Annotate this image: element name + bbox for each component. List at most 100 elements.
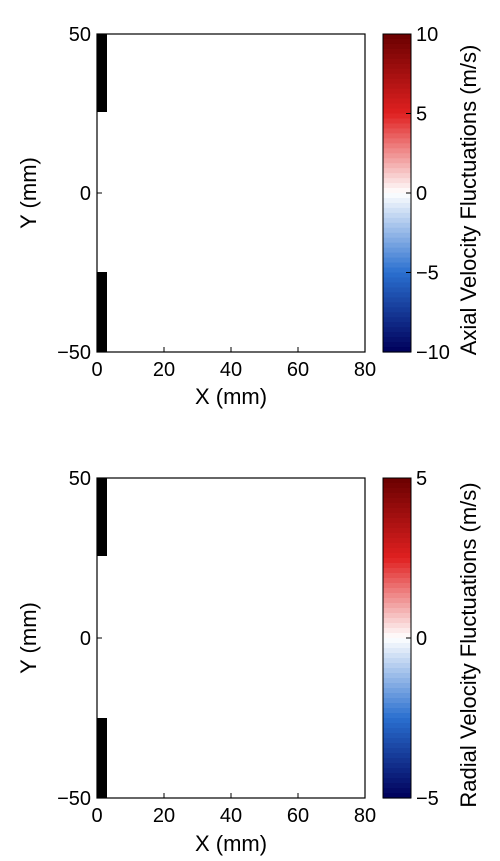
colorbar-swatch bbox=[383, 488, 411, 494]
colorbar-swatch bbox=[383, 558, 411, 564]
colorbar-swatch bbox=[383, 628, 411, 634]
colorbar-swatch bbox=[383, 758, 411, 764]
colorbar-swatch bbox=[383, 317, 411, 323]
colorbar-swatch bbox=[383, 128, 411, 134]
colorbar-swatch bbox=[383, 83, 411, 90]
colorbar-swatch bbox=[383, 713, 411, 719]
colorbar-swatch bbox=[383, 158, 411, 164]
colorbar-swatch bbox=[383, 518, 411, 524]
colorbar-label-radial: Radial Velocity Fluctuations (m/s) bbox=[456, 482, 481, 807]
colorbar-swatch bbox=[383, 307, 411, 313]
axes-frame-axial bbox=[96, 33, 366, 353]
colorbar-swatch bbox=[383, 613, 411, 619]
axes-frame-radial bbox=[96, 477, 366, 799]
colorbar-swatch bbox=[383, 113, 411, 120]
colorbar-swatch bbox=[383, 728, 411, 734]
x-tick-label: 40 bbox=[220, 359, 242, 381]
colorbar-swatch bbox=[383, 34, 411, 40]
nozzle-wall-bottom-axial bbox=[97, 272, 107, 352]
colorbar-swatch bbox=[383, 53, 411, 60]
colorbar-swatch bbox=[383, 73, 411, 80]
colorbar-swatch bbox=[383, 292, 411, 298]
colorbar-swatch bbox=[383, 773, 411, 779]
colorbar-swatch bbox=[383, 272, 411, 279]
y-tick-label: 50 bbox=[69, 468, 91, 490]
colorbar-swatch bbox=[383, 718, 411, 724]
colorbar-swatch bbox=[383, 643, 411, 649]
nozzle-wall-bottom-radial bbox=[97, 718, 107, 798]
colorbar-swatch bbox=[383, 663, 411, 669]
colorbar-swatch bbox=[383, 342, 411, 348]
colorbar-swatch bbox=[383, 588, 411, 594]
colorbar-swatch bbox=[383, 267, 411, 274]
colorbar-swatch bbox=[383, 123, 411, 130]
colorbar-tick-label: −10 bbox=[416, 342, 450, 364]
colorbar-swatch bbox=[383, 103, 411, 110]
colorbar-swatch bbox=[383, 523, 411, 529]
colorbar-tick-label: 10 bbox=[416, 24, 438, 46]
colorbar-swatch bbox=[383, 287, 411, 293]
colorbar-label-axial: Axial Velocity Fluctuations (m/s) bbox=[456, 45, 481, 356]
x-tick-label: 40 bbox=[220, 805, 242, 827]
colorbar-swatch bbox=[383, 688, 411, 694]
colorbar-axial bbox=[382, 33, 412, 353]
colorbar-swatch bbox=[383, 698, 411, 704]
colorbar-swatch bbox=[383, 63, 411, 70]
y-ticks-axial: 50 0 −50 bbox=[57, 24, 102, 364]
x-axis-label-radial: X (mm) bbox=[195, 831, 267, 856]
colorbar-swatch bbox=[383, 548, 411, 554]
colorbar-swatch bbox=[383, 93, 411, 100]
colorbar-swatch bbox=[383, 763, 411, 769]
x-tick-label: 20 bbox=[153, 805, 175, 827]
colorbar-swatch bbox=[383, 563, 411, 569]
x-ticks-axial: 0 20 40 60 80 bbox=[91, 347, 376, 381]
colorbar-swatch bbox=[383, 778, 411, 784]
panel-axial: 0 20 40 60 80 500−50 X (mm) Y (mm) 1050−5−10… bbox=[16, 24, 481, 409]
colorbar-swatch bbox=[383, 197, 411, 204]
colorbar-swatch bbox=[383, 227, 411, 234]
colorbar-swatch bbox=[383, 48, 411, 55]
colorbar-swatch bbox=[383, 232, 411, 239]
y-axis-label-radial: Y (mm) bbox=[16, 602, 41, 674]
colorbar-swatch bbox=[383, 143, 411, 149]
colorbar-swatch bbox=[383, 247, 411, 254]
colorbar-swatch bbox=[383, 108, 411, 115]
colorbar-swatch bbox=[383, 608, 411, 614]
colorbar-swatch bbox=[383, 668, 411, 674]
colorbar-swatch bbox=[383, 337, 411, 343]
colorbar-swatch bbox=[383, 623, 411, 629]
colorbar-swatch bbox=[383, 183, 411, 189]
colorbar-swatch bbox=[383, 138, 411, 144]
colorbar-swatch bbox=[383, 322, 411, 328]
colorbar-swatch bbox=[383, 332, 411, 338]
x-tick-label: 60 bbox=[287, 805, 309, 827]
x-tick-label: 80 bbox=[354, 359, 376, 381]
colorbar-swatch bbox=[383, 543, 411, 549]
colorbar-radial bbox=[382, 477, 412, 799]
colorbar-swatch bbox=[383, 312, 411, 318]
colorbar-swatch bbox=[383, 58, 411, 65]
colorbar-swatch bbox=[383, 638, 411, 644]
colorbar-swatch bbox=[383, 533, 411, 539]
colorbar-swatch bbox=[383, 347, 411, 353]
colorbar-swatch bbox=[383, 783, 411, 789]
colorbar-swatch bbox=[383, 282, 411, 289]
colorbar-swatch bbox=[383, 618, 411, 624]
colorbar-swatch bbox=[383, 163, 411, 169]
y-tick-label: 0 bbox=[80, 628, 91, 650]
y-axis-label-axial: Y (mm) bbox=[16, 157, 41, 229]
colorbar-swatch bbox=[383, 193, 411, 199]
colorbar-swatch bbox=[383, 683, 411, 689]
colorbar-swatch bbox=[383, 242, 411, 249]
colorbar-swatch bbox=[383, 168, 411, 174]
colorbar-swatch bbox=[383, 327, 411, 333]
y-tick-label: 0 bbox=[80, 183, 91, 205]
colorbar-swatch bbox=[383, 217, 411, 224]
x-tick-label: 80 bbox=[354, 805, 376, 827]
colorbar-swatch bbox=[383, 178, 411, 184]
nozzle-wall-top-radial bbox=[97, 478, 107, 556]
colorbar-swatch bbox=[383, 493, 411, 499]
colorbar-swatch bbox=[383, 583, 411, 589]
x-ticks-radial: 0 20 40 60 80 bbox=[91, 793, 376, 827]
colorbar-swatch bbox=[383, 648, 411, 654]
